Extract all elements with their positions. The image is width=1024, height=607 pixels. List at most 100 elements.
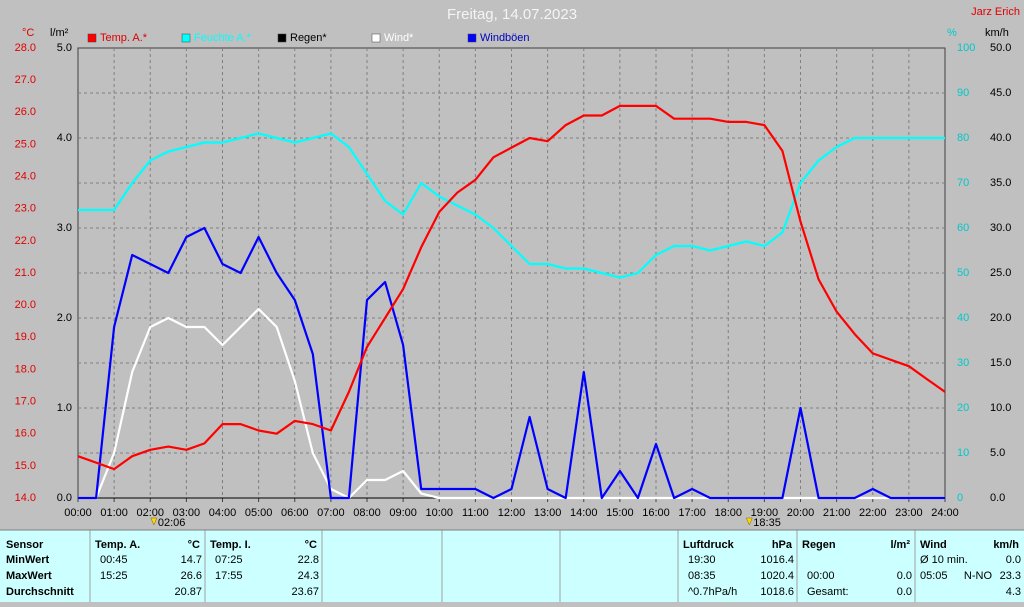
table-cell: 07:25 [215, 554, 243, 566]
table-cell: ^0.7hPa/h [688, 586, 737, 598]
series-line [77, 104, 946, 471]
x-tick-label: 06:00 [281, 507, 309, 519]
y3-tick-label: 90 [957, 87, 969, 99]
y2-tick-label: 4.0 [57, 132, 72, 144]
chart-title: Freitag, 14.07.2023 [447, 6, 577, 23]
table-cell: 4.3 [1006, 586, 1021, 598]
y2-tick-label: 5.0 [57, 42, 72, 54]
table-cell: 22.8 [298, 554, 319, 566]
table-cell: 0.0 [1006, 554, 1021, 566]
sun-mark [745, 517, 753, 526]
x-tick-label: 04:00 [209, 507, 237, 519]
legend-label: Feuchte A.* [194, 32, 252, 44]
x-tick-label: 19:00 [751, 507, 779, 519]
y-tick-label: 22.0 [15, 235, 36, 247]
x-tick-label: 10:00 [425, 507, 453, 519]
row-label: Sensor [6, 539, 44, 551]
x-tick-label: 17:00 [678, 507, 706, 519]
y4-tick-label: 5.0 [990, 447, 1005, 459]
y-tick-label: 19.0 [15, 331, 36, 343]
y3-tick-label: 30 [957, 357, 969, 369]
y4-tick-label: 0.0 [990, 492, 1005, 504]
y-tick-label: 21.0 [15, 267, 36, 279]
table-cell: 20.87 [174, 586, 202, 598]
x-tick-label: 18:00 [714, 507, 742, 519]
legend-label: Regen* [290, 32, 327, 44]
x-tick-label: 13:00 [534, 507, 562, 519]
table-header: Wind [920, 539, 947, 551]
y4-unit: km/h [985, 27, 1009, 39]
x-tick-label: 03:00 [173, 507, 201, 519]
y4-tick-label: 35.0 [990, 177, 1011, 189]
x-tick-label: 21:00 [823, 507, 851, 519]
y3-tick-label: 0 [957, 492, 963, 504]
y-tick-label: 15.0 [15, 460, 36, 472]
x-tick-label: 12:00 [498, 507, 526, 519]
series-line [78, 226, 945, 500]
author: Jarz Erich [971, 6, 1020, 18]
table-header: °C [305, 539, 317, 551]
x-tick-label: 24:00 [931, 507, 959, 519]
y4-tick-label: 20.0 [990, 312, 1011, 324]
x-tick-label: 14:00 [570, 507, 598, 519]
y-tick-label: 16.0 [15, 428, 36, 440]
table-cell: 24.3 [298, 570, 319, 582]
table-cell: 14.7 [181, 554, 202, 566]
table-header: Luftdruck [683, 539, 735, 551]
stats-table [0, 530, 1024, 602]
row-label: Durchschnitt [6, 586, 74, 598]
y2-tick-label: 0.0 [57, 492, 72, 504]
y4-tick-label: 45.0 [990, 87, 1011, 99]
table-header: l/m² [890, 539, 910, 551]
y4-tick-label: 25.0 [990, 267, 1011, 279]
table-cell: 23.3 [1000, 570, 1021, 582]
x-tick-label: 02:00 [136, 507, 164, 519]
table-cell: 19:30 [688, 554, 716, 566]
y2-tick-label: 3.0 [57, 222, 72, 234]
table-header: Regen [802, 539, 836, 551]
x-tick-label: 05:00 [245, 507, 273, 519]
y3-tick-label: 10 [957, 447, 969, 459]
x-tick-label: 08:00 [353, 507, 381, 519]
y3-tick-label: 80 [957, 132, 969, 144]
y-tick-label: 26.0 [15, 106, 36, 118]
y3-unit: % [947, 27, 957, 39]
table-cell: 1020.4 [760, 570, 794, 582]
y-tick-label: 27.0 [15, 74, 36, 86]
y-tick-label: 24.0 [15, 170, 36, 182]
table-cell: N-NO [964, 570, 993, 582]
legend-swatch [467, 33, 477, 43]
table-cell: 1018.6 [760, 586, 794, 598]
x-tick-label: 20:00 [787, 507, 815, 519]
table-header: km/h [993, 539, 1019, 551]
x-tick-label: 15:00 [606, 507, 634, 519]
legend-swatch [181, 33, 191, 43]
y3-tick-label: 60 [957, 222, 969, 234]
y3-tick-label: 40 [957, 312, 969, 324]
x-tick-label: 09:00 [389, 507, 417, 519]
table-cell: 15:25 [100, 570, 128, 582]
y2-tick-label: 2.0 [57, 312, 72, 324]
legend-label: Wind* [384, 32, 414, 44]
sun-mark-label: 02:06 [158, 517, 186, 529]
sun-mark-label: 18:35 [753, 517, 781, 529]
legend-swatch [371, 33, 381, 43]
row-label: MaxWert [6, 570, 52, 582]
table-cell: 17:55 [215, 570, 243, 582]
x-tick-label: 23:00 [895, 507, 923, 519]
table-cell: 23.67 [291, 586, 319, 598]
y4-tick-label: 15.0 [990, 357, 1011, 369]
legend-label: Windböen [480, 32, 530, 44]
table-cell: 08:35 [688, 570, 716, 582]
table-header: °C [188, 539, 200, 551]
table-cell: 00:45 [100, 554, 128, 566]
y4-tick-label: 50.0 [990, 42, 1011, 54]
x-tick-label: 22:00 [859, 507, 887, 519]
x-tick-label: 00:00 [64, 507, 92, 519]
legend-swatch [277, 33, 287, 43]
y3-tick-label: 70 [957, 177, 969, 189]
y-tick-label: 25.0 [15, 138, 36, 150]
y3-tick-label: 20 [957, 402, 969, 414]
series-line [78, 307, 945, 500]
